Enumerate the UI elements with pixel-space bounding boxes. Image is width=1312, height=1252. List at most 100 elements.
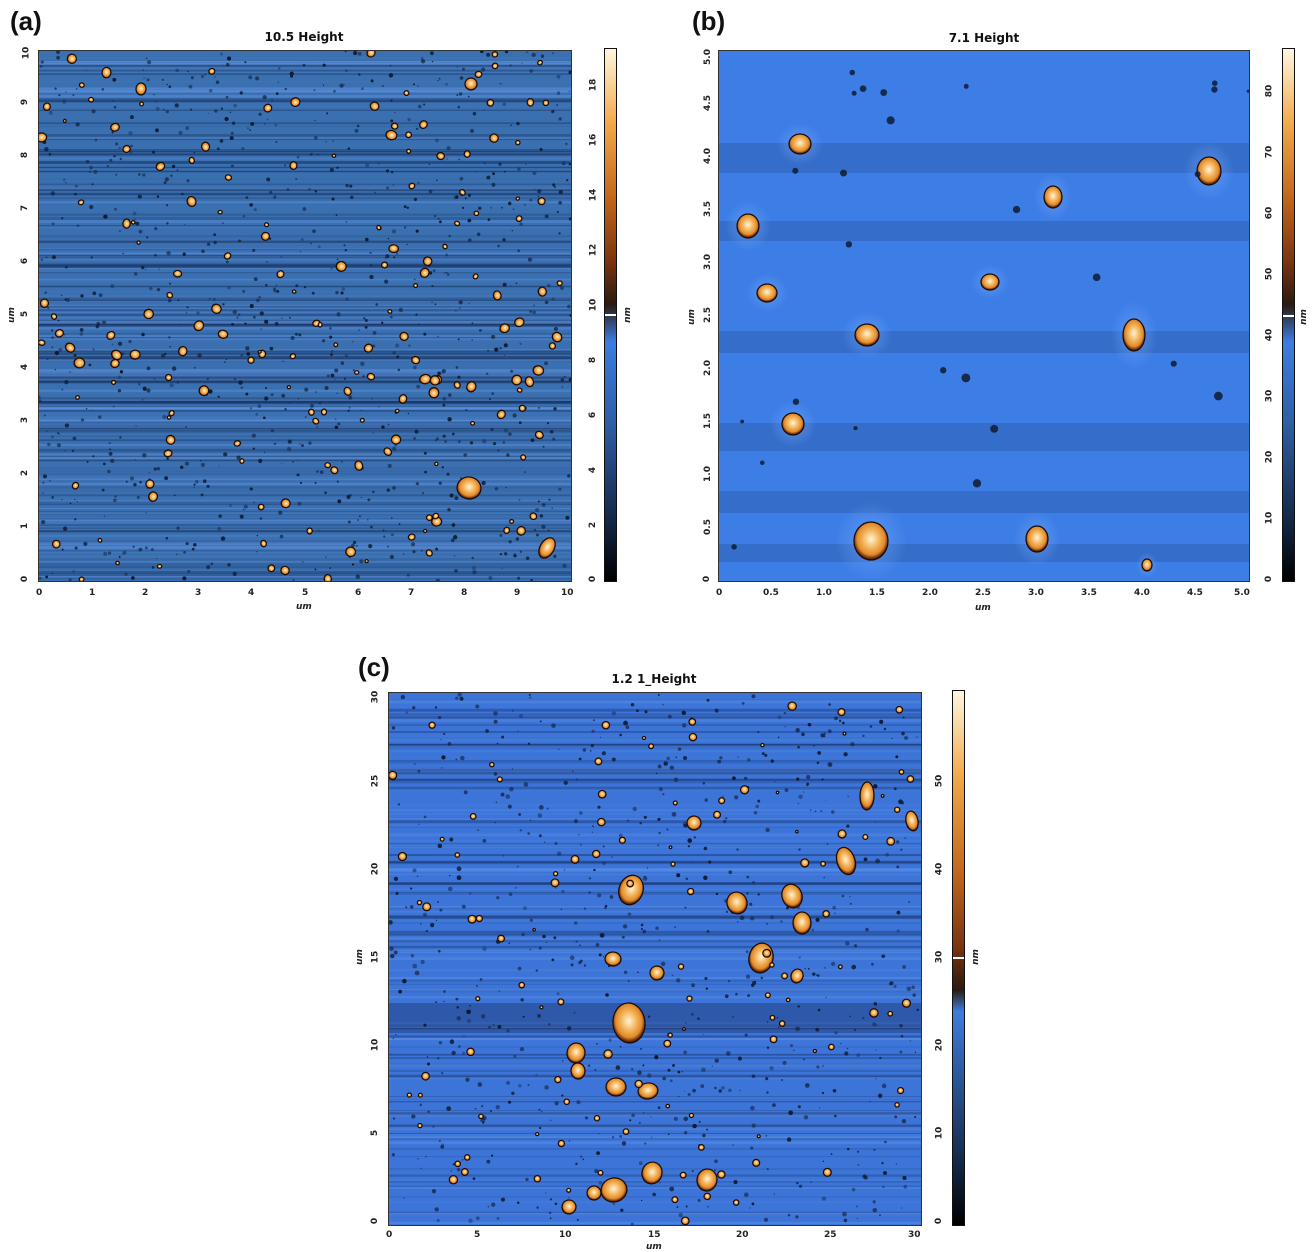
- y-tick: 2.0: [703, 360, 713, 376]
- y-tick: 2: [20, 470, 30, 476]
- y-tick: 0: [702, 576, 712, 582]
- x-tick: 1.5: [869, 588, 885, 598]
- colorbar: [1282, 48, 1295, 582]
- y-tick: 5: [370, 1130, 380, 1136]
- y-tick: 8: [20, 152, 30, 158]
- y-tick: 6: [20, 258, 30, 264]
- panel-title: 10.5 Height: [38, 30, 570, 44]
- y-axis-label: um: [7, 307, 17, 323]
- colorbar-tick: 30: [934, 951, 944, 964]
- x-tick: 0: [386, 1230, 392, 1240]
- afm-image-c: [389, 693, 921, 1225]
- x-tick: 8: [461, 588, 467, 598]
- panel-a: (a) 10.5 Height 0 1 2 3 4 5 6 7 8 9 10 u…: [0, 0, 640, 620]
- colorbar-tick: 10: [934, 1127, 944, 1140]
- panel-title: 7.1 Height: [718, 31, 1250, 45]
- y-tick: 3.5: [703, 201, 713, 217]
- afm-height-image: [38, 50, 572, 582]
- colorbar-unit: nm: [623, 307, 633, 323]
- colorbar-tick: 70: [1264, 146, 1274, 159]
- y-tick: 10: [370, 1039, 380, 1052]
- x-tick: 25: [824, 1230, 837, 1240]
- y-tick: 5: [20, 311, 30, 317]
- x-tick: 30: [908, 1230, 921, 1240]
- colorbar-tick: 14: [588, 189, 598, 202]
- afm-image-a: [39, 51, 571, 581]
- y-tick: 4.0: [703, 148, 713, 164]
- x-tick: 10: [559, 1230, 572, 1240]
- y-tick: 9: [20, 99, 30, 105]
- afm-height-image: [718, 50, 1250, 582]
- x-tick: 5.0: [1234, 588, 1250, 598]
- x-tick: 3.5: [1081, 588, 1097, 598]
- y-tick: 0: [370, 1218, 380, 1224]
- x-tick: 6: [355, 588, 361, 598]
- x-tick: 0.5: [763, 588, 779, 598]
- y-tick: 3.0: [703, 254, 713, 270]
- x-tick: 9: [514, 588, 520, 598]
- x-tick: 2.5: [975, 588, 991, 598]
- x-axis-label: um: [296, 602, 312, 612]
- x-tick: 4: [248, 588, 254, 598]
- colorbar-tick: 4: [588, 467, 598, 473]
- y-tick: 4.5: [703, 95, 713, 111]
- y-tick: 5.0: [703, 49, 713, 65]
- colorbar-marker: [953, 957, 964, 959]
- y-tick: 25: [370, 775, 380, 788]
- y-tick: 4: [20, 364, 30, 370]
- colorbar-tick: 18: [588, 79, 598, 92]
- colorbar-tick: 50: [1264, 268, 1274, 281]
- colorbar: [604, 48, 617, 582]
- afm-height-image: [388, 692, 922, 1226]
- x-tick: 5: [474, 1230, 480, 1240]
- y-tick: 7: [20, 205, 30, 211]
- colorbar-marker: [605, 314, 616, 316]
- x-tick: 3.0: [1028, 588, 1044, 598]
- colorbar-tick: 10: [588, 299, 598, 312]
- colorbar-tick: 0: [588, 576, 598, 582]
- colorbar-unit: nm: [971, 949, 981, 965]
- colorbar-tick: 8: [588, 357, 598, 363]
- colorbar-tick: 40: [934, 863, 944, 876]
- colorbar-tick: 50: [934, 775, 944, 788]
- y-tick: 0: [20, 576, 30, 582]
- y-tick: 10: [21, 47, 31, 60]
- x-tick: 2.0: [922, 588, 938, 598]
- colorbar-tick: 0: [1264, 576, 1274, 582]
- y-tick: 1: [20, 523, 30, 529]
- colorbar-tick: 2: [588, 522, 598, 528]
- x-tick: 7: [408, 588, 414, 598]
- afm-image-b: [719, 51, 1249, 581]
- x-tick: 4.5: [1187, 588, 1203, 598]
- y-tick: 0.5: [703, 519, 713, 535]
- colorbar-marker: [1283, 315, 1294, 317]
- colorbar-tick: 20: [1264, 451, 1274, 464]
- colorbar: [952, 690, 965, 1226]
- colorbar-tick: 6: [588, 412, 598, 418]
- x-tick: 0: [36, 588, 42, 598]
- y-tick: 20: [370, 863, 380, 876]
- x-tick: 4.0: [1134, 588, 1150, 598]
- colorbar-tick: 60: [1264, 207, 1274, 220]
- colorbar-tick: 40: [1264, 329, 1274, 342]
- colorbar-tick: 16: [588, 134, 598, 147]
- x-tick: 10: [561, 588, 574, 598]
- colorbar-tick: 0: [934, 1218, 944, 1224]
- colorbar-unit: nm: [1299, 309, 1309, 325]
- colorbar-tick: 10: [1264, 512, 1274, 525]
- colorbar-tick: 20: [934, 1039, 944, 1052]
- y-tick: 3: [20, 417, 30, 423]
- x-tick: 1: [89, 588, 95, 598]
- x-tick: 5: [302, 588, 308, 598]
- panel-b: (b) 7.1 Height 0 0.5 1.0 1.5 2.0 2.5 3.0…: [672, 0, 1312, 620]
- y-tick: 30: [370, 691, 380, 704]
- panel-c: (c) 1.2 1_Height 0 5 10 15 20 25 30 um 0…: [340, 650, 1000, 1251]
- y-tick: 1.0: [703, 466, 713, 482]
- panel-label: (a): [10, 6, 42, 37]
- colorbar-tick: 12: [588, 244, 598, 257]
- x-tick: 20: [736, 1230, 749, 1240]
- y-tick: 1.5: [703, 413, 713, 429]
- y-axis-label: um: [687, 309, 697, 325]
- colorbar-tick: 30: [1264, 390, 1274, 403]
- x-tick: 1.0: [816, 588, 832, 598]
